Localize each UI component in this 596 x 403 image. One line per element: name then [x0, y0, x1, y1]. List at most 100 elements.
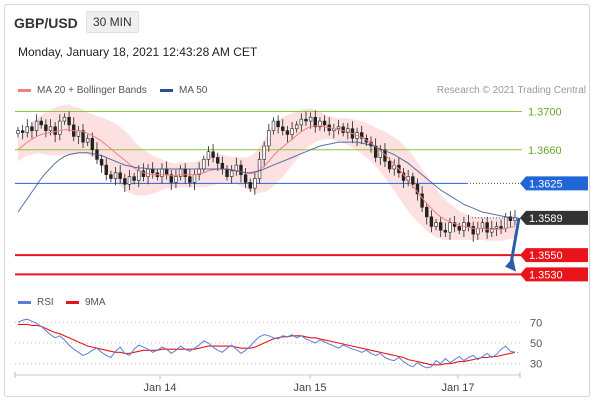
candle-97-body: [466, 222, 471, 227]
candle-3-body: [30, 126, 34, 131]
candle-24-body: [127, 176, 132, 185]
rsi-swatch: [18, 301, 31, 304]
candle-29-body: [151, 168, 155, 174]
candle-86-body: [415, 183, 420, 195]
legend-ma20: MA 20 + Bollinger Bands: [18, 85, 147, 96]
ma50-swatch: [160, 89, 173, 92]
candle-56-body: [276, 120, 280, 128]
level-label-1.3625: 1.3625: [529, 178, 563, 190]
candle-60-body: [294, 124, 299, 130]
candle-49-body: [243, 174, 248, 183]
x-tick-label-1: Jan 15: [293, 382, 326, 394]
candle-85-body: [411, 176, 415, 185]
9ma-swatch: [66, 301, 79, 304]
candle-99-body: [476, 228, 480, 235]
candle-91-body: [438, 222, 443, 231]
candle-100-body: [480, 222, 485, 229]
candle-104-body: [499, 226, 503, 229]
instrument-symbol: GBP/USD: [14, 15, 78, 31]
candle-77-body: [373, 145, 378, 158]
candle-40-body: [202, 159, 206, 170]
candle-61-body: [299, 118, 304, 126]
candle-23-body: [123, 178, 127, 185]
candle-92-body: [443, 229, 448, 233]
level-tag-1.3550: [520, 248, 588, 263]
candle-102-body: [490, 228, 494, 233]
x-tick-label-2: Jan 17: [441, 382, 474, 394]
candle-80-body: [387, 161, 392, 170]
candle-90-body: [434, 222, 438, 227]
report-datetime: Monday, January 18, 2021 12:43:28 AM CET: [18, 45, 258, 59]
candle-98-body: [471, 226, 475, 235]
candle-55-body: [271, 120, 276, 131]
candle-62-body: [304, 118, 308, 122]
level-tag-1.3530: [520, 267, 588, 282]
candle-106-body: [508, 216, 513, 221]
candle-66-body: [322, 120, 327, 126]
candle-64-body: [313, 116, 317, 128]
level-label-1.3660: 1.3660: [528, 145, 562, 157]
candle-87-body: [420, 193, 424, 208]
rsi-level-label-30: 30: [530, 359, 542, 371]
candle-74-body: [360, 132, 364, 139]
candle-48-body: [239, 164, 243, 176]
candle-28-body: [146, 168, 150, 177]
candle-9-body: [58, 120, 62, 135]
candle-10-body: [62, 116, 67, 122]
candle-32-body: [164, 168, 169, 176]
candle-45-body: [225, 168, 229, 177]
legend-9ma: 9MA: [66, 297, 106, 308]
bollinger-band-area: [18, 104, 515, 241]
candle-1-body: [20, 130, 25, 133]
candle-101-body: [485, 222, 489, 233]
candle-0-body: [16, 130, 20, 134]
candle-41-body: [206, 151, 211, 160]
candle-78-body: [378, 149, 382, 158]
ma20-line: [17, 125, 516, 230]
candle-105-body: [504, 216, 508, 229]
candle-43-body: [216, 157, 220, 164]
level-label-1.3550: 1.3550: [529, 250, 563, 262]
candle-36-body: [183, 168, 187, 177]
candle-44-body: [220, 162, 225, 170]
candle-19-body: [104, 164, 108, 176]
candle-81-body: [392, 164, 396, 170]
candle-11-body: [67, 116, 71, 126]
candle-27-body: [141, 170, 146, 177]
candle-54-body: [267, 130, 271, 147]
candle-4-body: [34, 120, 39, 131]
candle-70-body: [341, 126, 345, 133]
candle-42-body: [211, 151, 215, 158]
x-tick-label-0: Jan 14: [143, 382, 176, 394]
candle-34-body: [174, 176, 178, 183]
research-credit: Research © 2021 Trading Central: [436, 85, 586, 96]
candle-31-body: [160, 168, 164, 177]
candle-35-body: [178, 168, 183, 177]
candle-38-body: [192, 174, 197, 183]
candle-8-body: [53, 126, 57, 135]
candle-25-body: [132, 176, 136, 181]
timeframe-badge[interactable]: 30 MIN: [86, 11, 139, 33]
rsi-level-label-50: 50: [530, 338, 542, 350]
level-tag-1.3625: [520, 176, 588, 191]
candle-47-body: [234, 164, 239, 172]
legend-ma50: MA 50: [160, 85, 207, 96]
level-label-1.3530: 1.3530: [529, 269, 563, 281]
candle-63-body: [308, 116, 313, 122]
chart-frame: [4, 4, 590, 397]
legend-ma50-label: MA 50: [179, 85, 208, 96]
candle-22-body: [118, 172, 122, 179]
candle-88-body: [425, 206, 429, 218]
candle-59-body: [290, 128, 294, 135]
forecast-arrow-head: [505, 257, 516, 272]
candle-51-body: [253, 178, 257, 189]
candle-53-body: [262, 145, 266, 160]
ma50-line: [17, 141, 515, 219]
candle-6-body: [44, 124, 48, 131]
level-label-1.3589: 1.3589: [529, 213, 563, 225]
candle-37-body: [188, 176, 192, 183]
candle-33-body: [169, 174, 173, 183]
ma20-swatch: [18, 89, 31, 92]
candle-57-body: [281, 126, 285, 131]
